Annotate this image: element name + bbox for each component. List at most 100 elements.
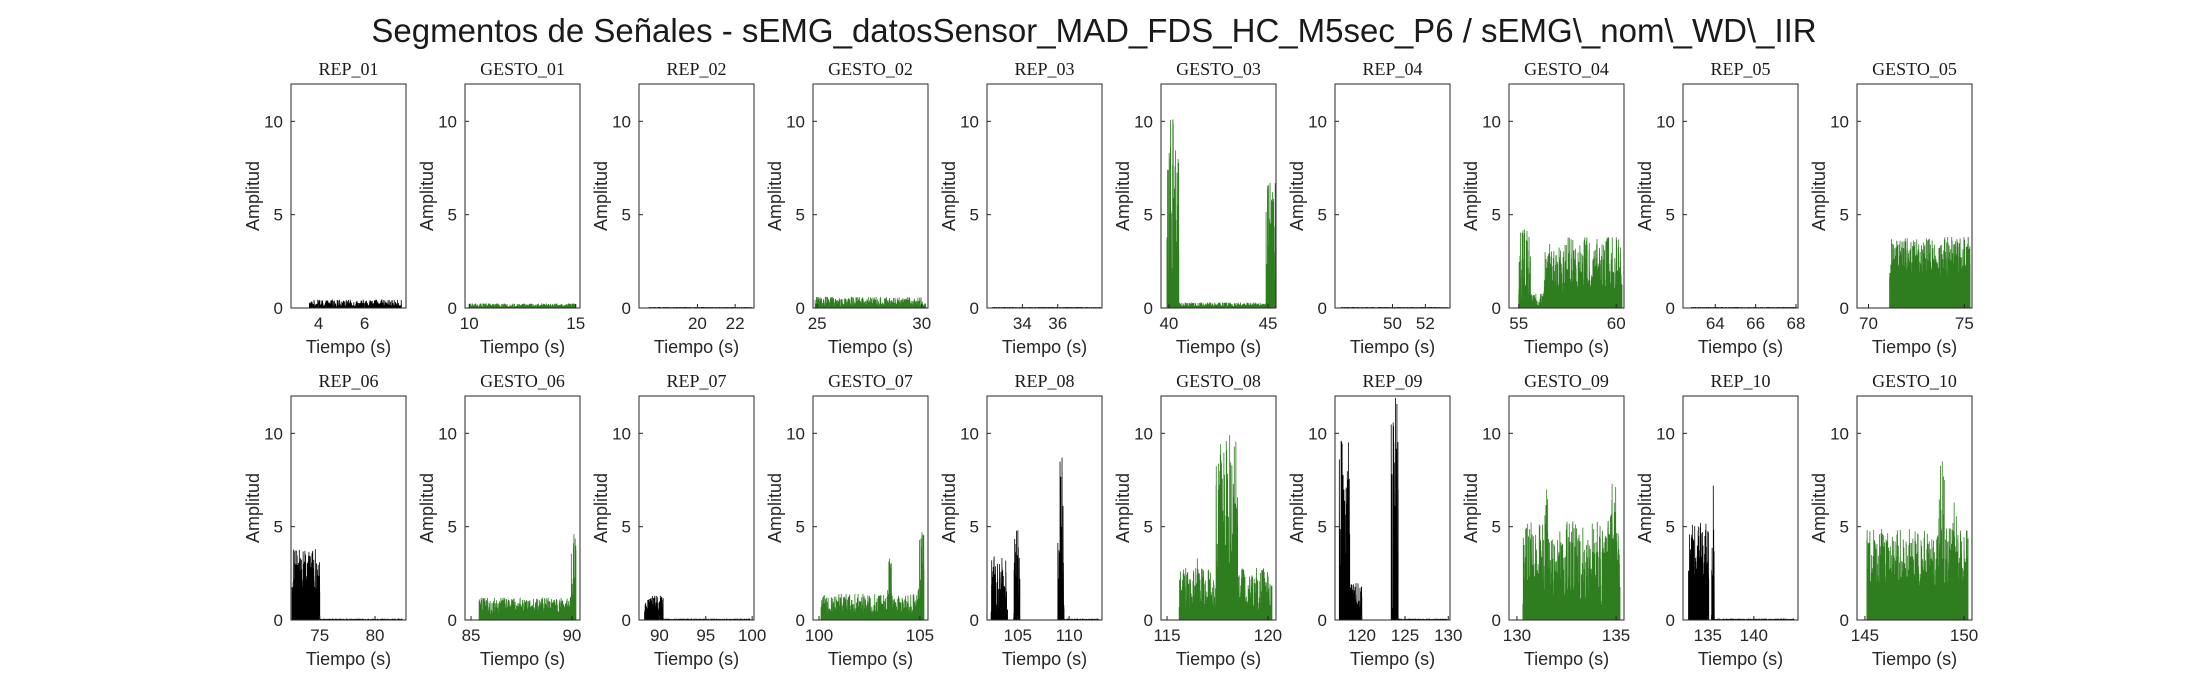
x-tick-label: 70: [1859, 314, 1878, 333]
y-axis-label: Amplitud: [1287, 161, 1307, 231]
x-tick-label: 80: [366, 626, 385, 645]
x-tick-label: 75: [310, 626, 329, 645]
y-tick-label: 0: [622, 611, 631, 630]
x-tick-label: 95: [696, 626, 715, 645]
subplot-rep_09: 0 5 10 120 125 130 REP_09 Tiempo (s) Amplitud: [1287, 371, 1462, 669]
y-tick-label: 5: [1318, 206, 1327, 225]
x-tick-label: 90: [650, 626, 669, 645]
x-axis-label: Tiempo (s): [1698, 337, 1783, 357]
x-tick-label: 150: [1950, 626, 1978, 645]
signal-trace-gesto: [1522, 483, 1621, 620]
y-tick-label: 10: [1308, 424, 1327, 443]
subplot-gesto_06: 0 5 10 85 90 GESTO_06 Tiempo (s) Amplitud: [417, 371, 581, 669]
x-tick-label: 22: [726, 314, 745, 333]
subplot-rep_10: 0 5 10 135 140 REP_10 Tiempo (s) Amplitud: [1635, 371, 1799, 669]
axes-border: [638, 395, 755, 621]
x-tick-label: 68: [1787, 314, 1806, 333]
y-axis-label: Amplitud: [1461, 473, 1481, 543]
axes-frame: [638, 83, 755, 309]
y-tick-label: 5: [622, 206, 631, 225]
x-axis-label: Tiempo (s): [480, 649, 565, 669]
y-tick-label: 5: [1144, 518, 1153, 537]
x-axis-label: Tiempo (s): [306, 337, 391, 357]
y-tick-label: 10: [612, 112, 631, 131]
x-axis-label: Tiempo (s): [1350, 337, 1435, 357]
axes-frame: [1682, 83, 1799, 309]
x-axis-label: Tiempo (s): [306, 649, 391, 669]
x-tick-label: 100: [738, 626, 766, 645]
subplot-gesto_09: 0 5 10 130 135 GESTO_09 Tiempo (s) Amplitud: [1461, 371, 1630, 669]
y-tick-label: 5: [1318, 518, 1327, 537]
x-axis-label: Tiempo (s): [1350, 649, 1435, 669]
subplot-title: GESTO_01: [480, 59, 565, 79]
y-tick-label: 10: [1134, 112, 1153, 131]
x-tick-label: 90: [562, 626, 581, 645]
signal-trace-gesto: [814, 296, 927, 308]
y-tick-label: 5: [796, 206, 805, 225]
subplot-grid: 0 5 10 4 6 REP_01 Tiempo (s) Amplitud 0 5 10 10 15 GE…: [243, 59, 1978, 669]
y-tick-label: 10: [438, 424, 457, 443]
y-tick-label: 10: [1656, 424, 1675, 443]
y-tick-label: 10: [264, 112, 283, 131]
axes-border: [638, 83, 755, 309]
y-tick-label: 10: [1482, 112, 1501, 131]
y-tick-label: 0: [970, 611, 979, 630]
x-axis-label: Tiempo (s): [1698, 649, 1783, 669]
axes-border: [986, 395, 1103, 621]
x-axis-label: Tiempo (s): [828, 337, 913, 357]
y-tick-label: 0: [796, 611, 805, 630]
x-tick-label: 120: [1348, 626, 1376, 645]
figure-title: Segmentos de Señales - sEMG_datosSensor_…: [371, 12, 1816, 49]
x-tick-label: 6: [360, 314, 369, 333]
y-axis-label: Amplitud: [1287, 473, 1307, 543]
subplot-title: REP_10: [1710, 371, 1770, 391]
signal-trace-gesto: [478, 534, 577, 620]
subplot-title: GESTO_09: [1524, 371, 1609, 391]
x-tick-label: 34: [1013, 314, 1032, 333]
x-tick-label: 120: [1254, 626, 1282, 645]
x-tick-label: 130: [1434, 626, 1462, 645]
axes-frame: [638, 395, 755, 621]
subplot-title: REP_05: [1710, 59, 1770, 79]
axes-border: [1856, 83, 1973, 309]
y-axis-label: Amplitud: [765, 161, 785, 231]
y-axis-label: Amplitud: [1113, 161, 1133, 231]
y-tick-label: 0: [796, 299, 805, 318]
x-tick-label: 110: [1056, 626, 1083, 645]
y-tick-label: 5: [274, 518, 283, 537]
y-tick-label: 5: [448, 206, 457, 225]
subplot-gesto_03: 0 5 10 40 45 GESTO_03 Tiempo (s) Amplitud: [1113, 59, 1278, 357]
y-tick-label: 5: [1492, 206, 1501, 225]
y-axis-label: Amplitud: [243, 161, 263, 231]
x-tick-label: 30: [912, 314, 931, 333]
subplot-gesto_05: 0 5 10 70 75 GESTO_05 Tiempo (s) Amplitud: [1809, 59, 1974, 357]
y-tick-label: 5: [622, 518, 631, 537]
subplot-title: REP_01: [318, 59, 378, 79]
y-tick-label: 0: [970, 299, 979, 318]
axes-border: [290, 83, 407, 309]
axes-frame: [464, 395, 581, 621]
x-tick-label: 75: [1955, 314, 1974, 333]
y-axis-label: Amplitud: [591, 473, 611, 543]
signal-trace-gesto: [468, 303, 577, 308]
y-tick-label: 5: [1492, 518, 1501, 537]
subplot-gesto_10: 0 5 10 145 150 GESTO_10 Tiempo (s) Amplitud: [1809, 371, 1978, 669]
x-tick-label: 105: [1004, 626, 1032, 645]
axes-border: [290, 395, 407, 621]
x-axis-label: Tiempo (s): [1872, 337, 1957, 357]
subplot-title: GESTO_05: [1872, 59, 1957, 79]
subplot-rep_05: 0 5 10 64 66 68 REP_05 Tiempo (s) Amplitud: [1635, 59, 1805, 357]
x-tick-label: 55: [1509, 314, 1528, 333]
y-axis-label: Amplitud: [591, 161, 611, 231]
y-tick-label: 10: [438, 112, 457, 131]
x-tick-label: 145: [1851, 626, 1879, 645]
x-axis-label: Tiempo (s): [1872, 649, 1957, 669]
subplot-title: REP_02: [666, 59, 726, 79]
subplot-rep_02: 0 5 10 20 22 REP_02 Tiempo (s) Amplitud: [591, 59, 755, 357]
axes-border: [812, 83, 929, 309]
subplot-title: GESTO_08: [1176, 371, 1261, 391]
signal-trace-gesto: [1166, 119, 1276, 308]
y-tick-label: 0: [1666, 299, 1675, 318]
axes-frame: [812, 395, 929, 621]
y-tick-label: 5: [1840, 206, 1849, 225]
